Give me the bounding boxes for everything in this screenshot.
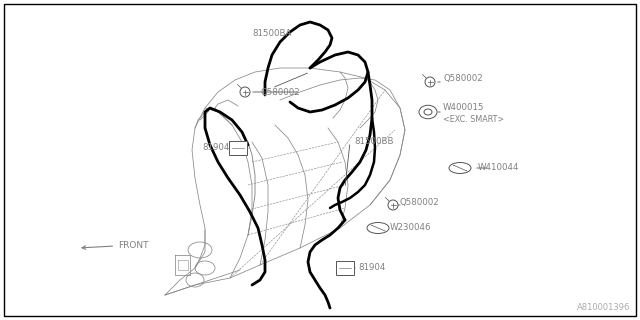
Ellipse shape bbox=[419, 105, 437, 119]
Text: 81500BB: 81500BB bbox=[354, 138, 394, 147]
Ellipse shape bbox=[449, 163, 471, 173]
Text: 81500BA: 81500BA bbox=[252, 29, 292, 38]
Text: 81904: 81904 bbox=[358, 263, 385, 273]
Text: W410044: W410044 bbox=[478, 164, 520, 172]
Ellipse shape bbox=[424, 109, 432, 115]
Text: A810001396: A810001396 bbox=[577, 303, 630, 312]
Text: Q580002: Q580002 bbox=[443, 74, 483, 83]
Circle shape bbox=[240, 87, 250, 97]
Circle shape bbox=[388, 200, 398, 210]
FancyBboxPatch shape bbox=[336, 261, 354, 275]
Text: Q580002: Q580002 bbox=[400, 197, 440, 206]
FancyBboxPatch shape bbox=[229, 141, 247, 155]
Text: W230046: W230046 bbox=[390, 223, 431, 233]
Circle shape bbox=[425, 77, 435, 87]
Ellipse shape bbox=[367, 222, 389, 234]
Text: FRONT: FRONT bbox=[82, 241, 148, 250]
Text: <EXC. SMART>: <EXC. SMART> bbox=[443, 116, 504, 124]
Text: 81904: 81904 bbox=[203, 143, 230, 153]
Text: W400015: W400015 bbox=[443, 103, 484, 113]
Text: Q580002: Q580002 bbox=[260, 87, 300, 97]
